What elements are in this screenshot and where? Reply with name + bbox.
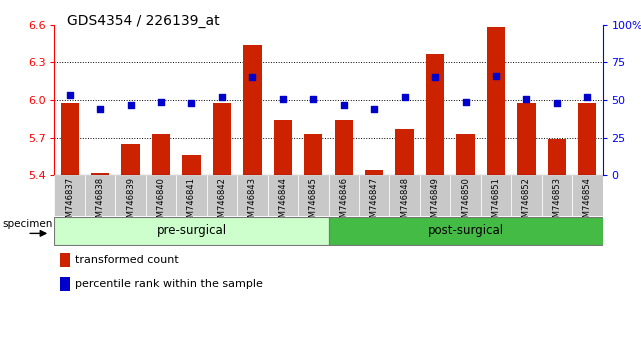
Point — [247, 75, 258, 80]
Bar — [152, 134, 171, 175]
Bar — [328, 217, 603, 245]
Text: GSM746846: GSM746846 — [339, 177, 348, 228]
Bar — [420, 175, 450, 216]
Text: GSM746839: GSM746839 — [126, 177, 135, 228]
Bar — [365, 170, 383, 175]
Text: transformed count: transformed count — [75, 255, 179, 265]
Bar — [511, 175, 542, 216]
Point — [369, 106, 379, 112]
Point — [552, 100, 562, 106]
Bar — [243, 45, 262, 175]
Text: GSM746844: GSM746844 — [278, 177, 287, 228]
Text: GSM746842: GSM746842 — [217, 177, 226, 228]
Bar — [54, 217, 328, 245]
Bar — [85, 175, 115, 216]
Text: GSM746837: GSM746837 — [65, 177, 74, 228]
Point — [278, 96, 288, 101]
Text: GDS4354 / 226139_at: GDS4354 / 226139_at — [67, 14, 220, 28]
Point — [308, 96, 319, 101]
Point — [430, 75, 440, 80]
Text: GSM746845: GSM746845 — [309, 177, 318, 228]
Bar — [60, 277, 70, 291]
Bar — [60, 253, 70, 267]
Point — [338, 102, 349, 107]
Bar — [91, 173, 109, 175]
Bar — [389, 175, 420, 216]
Point — [582, 94, 592, 100]
Point — [217, 94, 227, 100]
Point — [126, 102, 136, 107]
Point — [491, 73, 501, 79]
Bar — [176, 175, 206, 216]
Bar — [572, 175, 603, 216]
Bar — [213, 103, 231, 175]
Text: GSM746847: GSM746847 — [370, 177, 379, 228]
Text: GSM746838: GSM746838 — [96, 177, 104, 228]
Text: GSM746843: GSM746843 — [248, 177, 257, 228]
Text: GSM746848: GSM746848 — [400, 177, 409, 228]
Bar — [481, 175, 511, 216]
Bar — [182, 155, 201, 175]
Bar — [542, 175, 572, 216]
Text: GSM746853: GSM746853 — [553, 177, 562, 228]
Bar — [359, 175, 389, 216]
Bar — [122, 144, 140, 175]
Bar — [115, 175, 146, 216]
Text: percentile rank within the sample: percentile rank within the sample — [75, 279, 263, 289]
Text: GSM746851: GSM746851 — [492, 177, 501, 228]
Text: specimen: specimen — [3, 219, 53, 229]
Bar — [517, 103, 535, 175]
Text: GSM746850: GSM746850 — [461, 177, 470, 228]
Text: GSM746852: GSM746852 — [522, 177, 531, 228]
Bar — [547, 139, 566, 175]
Bar — [456, 134, 474, 175]
Bar — [206, 175, 237, 216]
Point — [187, 100, 197, 106]
Point — [156, 99, 166, 104]
Bar — [146, 175, 176, 216]
Bar — [395, 129, 413, 175]
Bar — [450, 175, 481, 216]
Text: GSM746841: GSM746841 — [187, 177, 196, 228]
Point — [460, 99, 470, 104]
Bar — [578, 103, 596, 175]
Text: GSM746840: GSM746840 — [156, 177, 165, 228]
Bar — [487, 27, 505, 175]
Bar — [54, 175, 85, 216]
Bar — [61, 103, 79, 175]
Text: GSM746849: GSM746849 — [431, 177, 440, 228]
Point — [65, 93, 75, 98]
Bar — [237, 175, 268, 216]
Bar — [335, 120, 353, 175]
Text: pre-surgical: pre-surgical — [156, 224, 226, 238]
Bar — [304, 134, 322, 175]
Point — [521, 96, 531, 101]
Bar — [267, 175, 298, 216]
Bar — [328, 175, 359, 216]
Text: GSM746854: GSM746854 — [583, 177, 592, 228]
Text: post-surgical: post-surgical — [428, 224, 504, 238]
Bar — [426, 53, 444, 175]
Bar — [274, 120, 292, 175]
Point — [399, 94, 410, 100]
Point — [95, 106, 105, 112]
Bar — [298, 175, 328, 216]
